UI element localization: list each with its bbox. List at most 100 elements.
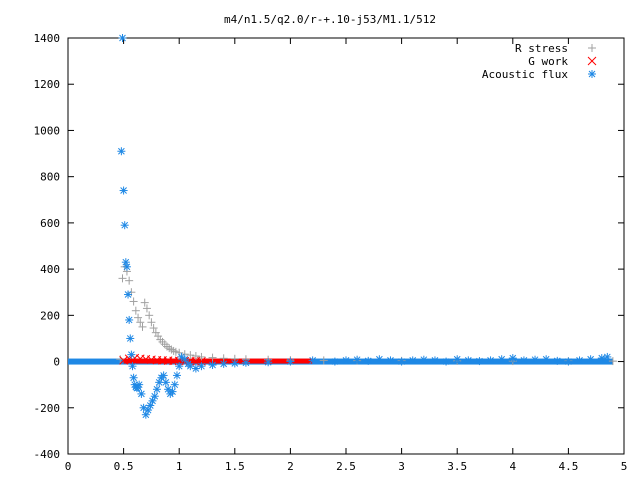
acoustic-flux-point (152, 385, 161, 394)
acoustic-flux-point (464, 356, 473, 365)
acoustic-flux-point (453, 355, 462, 364)
acoustic-flux-point (264, 358, 273, 367)
acoustic-flux-point (118, 34, 127, 42)
acoustic-flux-point (219, 359, 228, 368)
r-stress-point (134, 313, 143, 322)
acoustic-flux-point (597, 354, 606, 363)
acoustic-flux-point (286, 357, 295, 366)
y-tick-label: 400 (40, 263, 60, 276)
acoustic-flux-point (150, 392, 159, 401)
r-stress-point (171, 347, 180, 356)
acoustic-flux-point (119, 186, 128, 195)
r-stress-point (131, 306, 140, 315)
legend-marker (588, 44, 596, 52)
x-tick-label: 5 (621, 460, 628, 473)
y-tick-label: 800 (40, 171, 60, 184)
acoustic-flux-point (475, 357, 484, 366)
x-tick-label: 2.5 (336, 460, 356, 473)
acoustic-flux-point (135, 380, 144, 389)
r-stress-point (186, 351, 195, 360)
r-stress-point (154, 332, 163, 341)
r-stress-point (175, 348, 184, 357)
acoustic-flux-point (120, 221, 129, 230)
r-stress-point (151, 328, 160, 337)
y-tick-label: -200 (34, 402, 61, 415)
acoustic-flux-point (519, 356, 528, 365)
x-tick-label: 0.5 (114, 460, 134, 473)
acoustic-flux-baseline-band (68, 358, 613, 365)
r-stress-point (147, 318, 156, 327)
acoustic-flux-point (308, 356, 317, 365)
acoustic-flux-point (172, 371, 181, 380)
acoustic-flux-point (603, 352, 612, 361)
r-stress-point (608, 357, 617, 366)
r-stress-point (142, 304, 151, 313)
acoustic-flux-point (330, 357, 339, 366)
legend-marker (587, 56, 597, 66)
acoustic-flux-point (180, 355, 189, 364)
acoustic-flux-point (553, 356, 562, 365)
r-stress-point (138, 322, 147, 331)
r-stress-point (319, 356, 328, 365)
acoustic-flux-point (230, 359, 239, 368)
r-stress-point (208, 353, 217, 362)
ticks: 0 0.5 1 1.5 2 2.5 3 3.5 4 4.5 5 -400 -200 0 200 400 600 8… (34, 32, 628, 473)
legend-marker (588, 70, 596, 78)
acoustic-flux-point (161, 378, 170, 387)
x-tick-label: 4.5 (558, 460, 578, 473)
acoustic-flux-point (408, 356, 417, 365)
acoustic-flux-point (575, 356, 584, 365)
r-stress-point (129, 297, 138, 306)
acoustic-flux-point (375, 355, 384, 364)
acoustic-flux-point (364, 356, 373, 365)
acoustic-flux-point (397, 357, 406, 366)
acoustic-flux-point (122, 262, 131, 271)
y-tick-label: 200 (40, 309, 60, 322)
acoustic-flux-point (170, 380, 179, 389)
g-work-baseline-band (123, 358, 313, 364)
legend-label: R stress (515, 42, 568, 55)
acoustic-flux-point (129, 373, 138, 382)
acoustic-flux-point (442, 357, 451, 366)
x-tick-label: 1.5 (225, 460, 245, 473)
acoustic-flux-point (127, 350, 136, 359)
y-tick-label: 1000 (34, 124, 61, 137)
acoustic-flux-point (564, 357, 573, 366)
r-stress-point (140, 298, 149, 307)
acoustic-flux-point (117, 147, 126, 156)
legend-label: Acoustic flux (482, 68, 568, 81)
plot-frame (67, 37, 625, 455)
acoustic-flux-point (208, 361, 217, 370)
r-stress-point (197, 352, 206, 361)
x-tick-label: 3.5 (447, 460, 467, 473)
acoustic-flux-point (137, 389, 146, 398)
x-tick-label: 4 (509, 460, 516, 473)
acoustic-flux-point (197, 362, 206, 371)
y-tick-label: 0 (53, 356, 60, 369)
y-tick-label: 1200 (34, 78, 61, 91)
acoustic-flux-point (126, 334, 135, 343)
r-stress-point (136, 318, 145, 327)
y-tick-label: -400 (34, 448, 61, 461)
r-stress-point (191, 352, 200, 361)
x-tick-label: 1 (176, 460, 183, 473)
r-stress-point (149, 324, 158, 333)
x-tick-label: 0 (65, 460, 72, 473)
chart-title: m4/n1.5/q2.0/r-+.10-j53/M1.1/512 (224, 13, 436, 26)
r-stress-point (145, 311, 154, 320)
y-tick-label: 1400 (34, 32, 61, 45)
acoustic-flux-point (586, 355, 595, 364)
acoustic-flux-point (386, 356, 395, 365)
y-tick-label: 600 (40, 217, 60, 230)
legend-label: G work (528, 55, 568, 68)
acoustic-flux-point (125, 315, 134, 324)
acoustic-flux-point (542, 355, 551, 364)
acoustic-flux-point (128, 362, 137, 371)
acoustic-flux-point (124, 290, 133, 299)
acoustic-flux-point (175, 362, 184, 371)
acoustic-flux-point (430, 356, 439, 365)
x-tick-label: 3 (398, 460, 405, 473)
r-stress-point (118, 274, 127, 283)
